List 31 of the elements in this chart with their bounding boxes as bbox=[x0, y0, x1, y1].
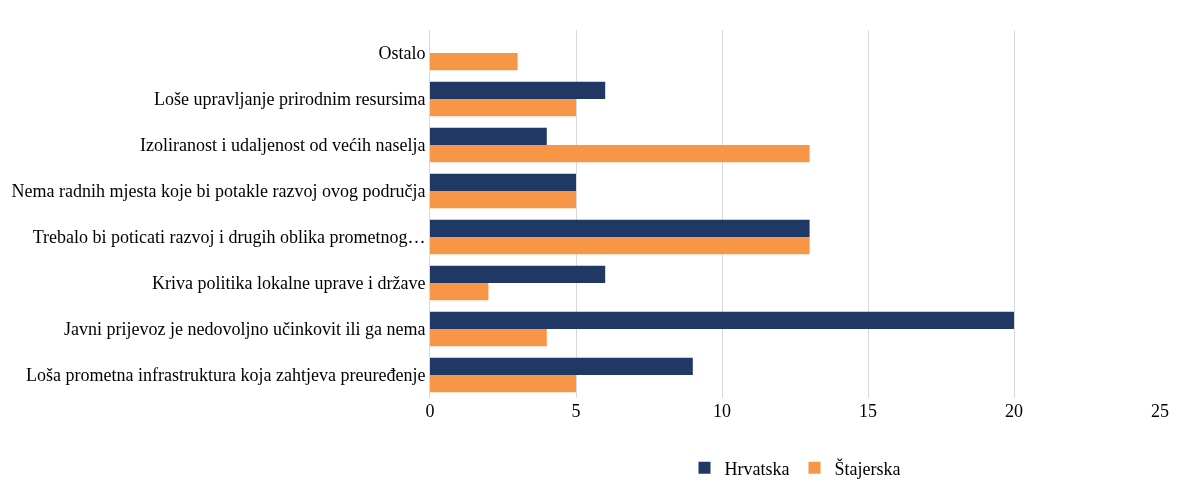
bar bbox=[430, 99, 576, 117]
y-tick-label: Javni prijevoz je nedovoljno učinkovit ili ga nema bbox=[63, 319, 426, 340]
y-tick-label: Izoliranost i udaljenost od većih naselja bbox=[139, 135, 426, 156]
bar bbox=[430, 53, 518, 71]
legend-label: Hrvatska bbox=[724, 458, 790, 479]
y-tick-label: Trebalo bi poticati razvoj i drugih oblika prometnog… bbox=[32, 227, 426, 248]
bar bbox=[430, 191, 576, 209]
x-tick-label: 25 bbox=[1151, 401, 1169, 421]
bar bbox=[430, 311, 1014, 329]
x-tick-label: 15 bbox=[859, 401, 877, 421]
y-tick-label: Kriva politika lokalne uprave i države bbox=[151, 273, 426, 294]
y-tick-label: Nema radnih mjesta koje bi potakle razvoj ovog područja bbox=[11, 181, 426, 202]
y-tick-label: Loše upravljanje prirodnim resursima bbox=[153, 89, 426, 110]
bar bbox=[430, 81, 606, 99]
bar bbox=[430, 145, 810, 163]
x-tick-label: 10 bbox=[713, 401, 731, 421]
bar bbox=[430, 173, 576, 191]
bar bbox=[430, 375, 576, 393]
x-tick-label: 20 bbox=[1005, 401, 1023, 421]
x-tick-label: 5 bbox=[571, 401, 581, 421]
bar bbox=[430, 219, 810, 237]
bar bbox=[430, 283, 489, 301]
bar bbox=[430, 329, 547, 347]
x-tick-label: 0 bbox=[425, 401, 435, 421]
bar bbox=[430, 237, 810, 255]
y-tick-label: Ostalo bbox=[378, 43, 426, 64]
y-tick-label: Loša prometna infrastruktura koja zahtjeva preuređenje bbox=[26, 365, 426, 386]
bar bbox=[430, 265, 606, 283]
bar bbox=[430, 357, 693, 375]
legend-label: Štajerska bbox=[834, 457, 901, 479]
bar bbox=[430, 127, 547, 145]
